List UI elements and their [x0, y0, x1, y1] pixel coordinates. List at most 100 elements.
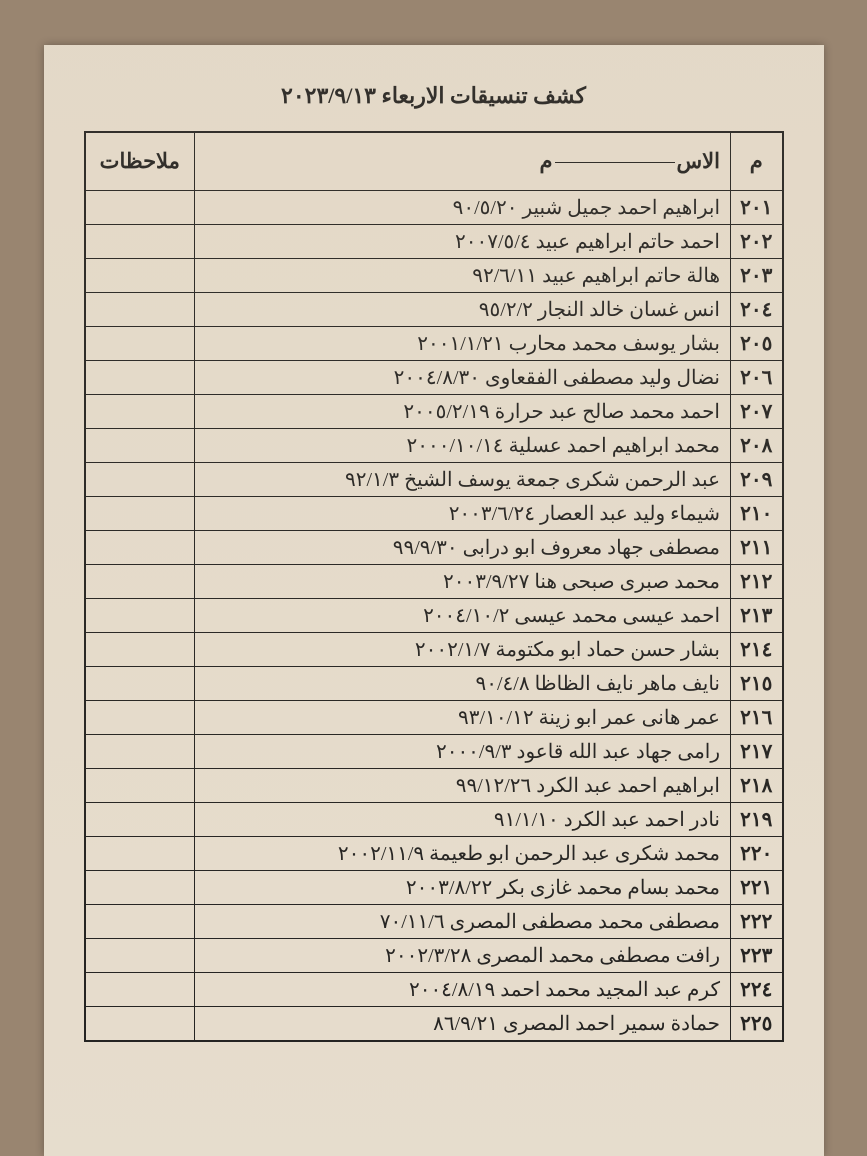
row-name: محمد ابراهيم احمد عسلية ٢٠٠٠/١٠/١٤ [195, 428, 731, 462]
row-name: انس غسان خالد النجار ٩٥/٢/٢ [195, 292, 731, 326]
row-notes [85, 632, 195, 666]
row-idx: ٢٠٩ [731, 462, 783, 496]
table-row: ٢١٢محمد صبرى صبحى هنا ٢٠٠٣/٩/٢٧ [85, 564, 783, 598]
table-row: ٢١١مصطفى جهاد معروف ابو درابى ٩٩/٩/٣٠ [85, 530, 783, 564]
row-notes [85, 904, 195, 938]
row-idx: ٢١٨ [731, 768, 783, 802]
names-table: م الاسم ملاحظات ٢٠١ابراهيم احمد جميل شبي… [84, 131, 784, 1042]
table-row: ٢١٨ابراهيم احمد عبد الكرد ٩٩/١٢/٢٦ [85, 768, 783, 802]
row-name: ابراهيم احمد جميل شبير ٩٠/٥/٢٠ [195, 190, 731, 224]
header-idx: م [731, 132, 783, 190]
row-idx: ٢٢١ [731, 870, 783, 904]
table-row: ٢٢١محمد بسام محمد غازى بكر ٢٠٠٣/٨/٢٢ [85, 870, 783, 904]
document-title: كشف تنسيقات الاربعاء ٢٠٢٣/٩/١٣ [84, 83, 784, 109]
row-idx: ٢١٩ [731, 802, 783, 836]
row-name: محمد بسام محمد غازى بكر ٢٠٠٣/٨/٢٢ [195, 870, 731, 904]
row-notes [85, 836, 195, 870]
row-notes [85, 258, 195, 292]
row-notes [85, 428, 195, 462]
header-row: م الاسم ملاحظات [85, 132, 783, 190]
row-idx: ٢٢٠ [731, 836, 783, 870]
row-notes [85, 360, 195, 394]
table-row: ٢٠٥بشار يوسف محمد محارب ٢٠٠١/١/٢١ [85, 326, 783, 360]
table-row: ٢٠٨محمد ابراهيم احمد عسلية ٢٠٠٠/١٠/١٤ [85, 428, 783, 462]
row-name: عبد الرحمن شكرى جمعة يوسف الشيخ ٩٢/١/٣ [195, 462, 731, 496]
table-row: ٢٢٤كرم عبد المجيد محمد احمد ٢٠٠٤/٨/١٩ [85, 972, 783, 1006]
row-name: احمد عيسى محمد عيسى ٢٠٠٤/١٠/٢ [195, 598, 731, 632]
table-row: ٢٠٩عبد الرحمن شكرى جمعة يوسف الشيخ ٩٢/١/… [85, 462, 783, 496]
row-notes [85, 938, 195, 972]
row-idx: ٢١٥ [731, 666, 783, 700]
table-row: ٢١٤بشار حسن حماد ابو مكتومة ٢٠٠٢/١/٧ [85, 632, 783, 666]
row-name: نضال وليد مصطفى الفقعاوى ٢٠٠٤/٨/٣٠ [195, 360, 731, 394]
row-name: بشار يوسف محمد محارب ٢٠٠١/١/٢١ [195, 326, 731, 360]
row-notes [85, 292, 195, 326]
row-notes [85, 326, 195, 360]
table-row: ٢١٣احمد عيسى محمد عيسى ٢٠٠٤/١٠/٢ [85, 598, 783, 632]
table-row: ٢١٠شيماء وليد عبد العصار ٢٠٠٣/٦/٢٤ [85, 496, 783, 530]
row-name: حمادة سمير احمد المصرى ٨٦/٩/٢١ [195, 1006, 731, 1041]
table-row: ٢٠٦نضال وليد مصطفى الفقعاوى ٢٠٠٤/٨/٣٠ [85, 360, 783, 394]
table-row: ٢٢٠محمد شكرى عبد الرحمن ابو طعيمة ٢٠٠٢/١… [85, 836, 783, 870]
row-idx: ٢١٠ [731, 496, 783, 530]
row-name: احمد محمد صالح عبد حرارة ٢٠٠٥/٢/١٩ [195, 394, 731, 428]
header-name-suffix: م [540, 149, 553, 173]
row-notes [85, 1006, 195, 1041]
row-idx: ٢١١ [731, 530, 783, 564]
row-idx: ٢٠٥ [731, 326, 783, 360]
row-idx: ٢١٧ [731, 734, 783, 768]
row-notes [85, 870, 195, 904]
table-row: ٢١٥نايف ماهر نايف الظاظا ٩٠/٤/٨ [85, 666, 783, 700]
row-notes [85, 802, 195, 836]
document-page: كشف تنسيقات الاربعاء ٢٠٢٣/٩/١٣ م الاس م م… [44, 45, 824, 1156]
row-notes [85, 190, 195, 224]
row-name: عمر هانى عمر ابو زينة ٩٣/١٠/١٢ [195, 700, 731, 734]
table-row: ٢١٩نادر احمد عبد الكرد ٩١/١/١٠ [85, 802, 783, 836]
row-notes [85, 768, 195, 802]
row-idx: ٢٠٢ [731, 224, 783, 258]
row-idx: ٢٠١ [731, 190, 783, 224]
row-name: هالة حاتم ابراهيم عبيد ٩٢/٦/١١ [195, 258, 731, 292]
row-idx: ٢١٤ [731, 632, 783, 666]
row-idx: ٢٢٣ [731, 938, 783, 972]
row-name: كرم عبد المجيد محمد احمد ٢٠٠٤/٨/١٩ [195, 972, 731, 1006]
row-idx: ٢٠٦ [731, 360, 783, 394]
row-idx: ٢٠٣ [731, 258, 783, 292]
header-name-prefix: الاس [677, 149, 720, 173]
row-notes [85, 394, 195, 428]
table-row: ٢٢٢مصطفى محمد مصطفى المصرى ٧٠/١١/٦ [85, 904, 783, 938]
row-idx: ٢٢٤ [731, 972, 783, 1006]
row-notes [85, 700, 195, 734]
row-notes [85, 972, 195, 1006]
row-name: نايف ماهر نايف الظاظا ٩٠/٤/٨ [195, 666, 731, 700]
table-row: ٢٢٣رافت مصطفى محمد المصرى ٢٠٠٢/٣/٢٨ [85, 938, 783, 972]
table-row: ٢٠٧احمد محمد صالح عبد حرارة ٢٠٠٥/٢/١٩ [85, 394, 783, 428]
table-row: ٢٠١ابراهيم احمد جميل شبير ٩٠/٥/٢٠ [85, 190, 783, 224]
row-idx: ٢١٣ [731, 598, 783, 632]
row-notes [85, 462, 195, 496]
row-name: مصطفى جهاد معروف ابو درابى ٩٩/٩/٣٠ [195, 530, 731, 564]
row-idx: ٢١٦ [731, 700, 783, 734]
table-row: ٢٠٣هالة حاتم ابراهيم عبيد ٩٢/٦/١١ [85, 258, 783, 292]
row-name: محمد صبرى صبحى هنا ٢٠٠٣/٩/٢٧ [195, 564, 731, 598]
row-notes [85, 564, 195, 598]
row-idx: ٢٢٥ [731, 1006, 783, 1041]
row-name: مصطفى محمد مصطفى المصرى ٧٠/١١/٦ [195, 904, 731, 938]
row-name: رافت مصطفى محمد المصرى ٢٠٠٢/٣/٢٨ [195, 938, 731, 972]
header-name-dash [555, 162, 675, 163]
table-row: ٢١٧رامى جهاد عبد الله قاعود ٢٠٠٠/٩/٣ [85, 734, 783, 768]
row-name: نادر احمد عبد الكرد ٩١/١/١٠ [195, 802, 731, 836]
table-header: م الاسم ملاحظات [85, 132, 783, 190]
row-idx: ٢٠٤ [731, 292, 783, 326]
row-notes [85, 734, 195, 768]
table-body: ٢٠١ابراهيم احمد جميل شبير ٩٠/٥/٢٠٢٠٢احمد… [85, 190, 783, 1041]
row-notes [85, 496, 195, 530]
row-idx: ٢٠٧ [731, 394, 783, 428]
row-notes [85, 530, 195, 564]
row-name: احمد حاتم ابراهيم عبيد ٢٠٠٧/٥/٤ [195, 224, 731, 258]
table-row: ٢٠٤انس غسان خالد النجار ٩٥/٢/٢ [85, 292, 783, 326]
row-name: شيماء وليد عبد العصار ٢٠٠٣/٦/٢٤ [195, 496, 731, 530]
row-notes [85, 666, 195, 700]
row-name: ابراهيم احمد عبد الكرد ٩٩/١٢/٢٦ [195, 768, 731, 802]
row-idx: ٢٠٨ [731, 428, 783, 462]
